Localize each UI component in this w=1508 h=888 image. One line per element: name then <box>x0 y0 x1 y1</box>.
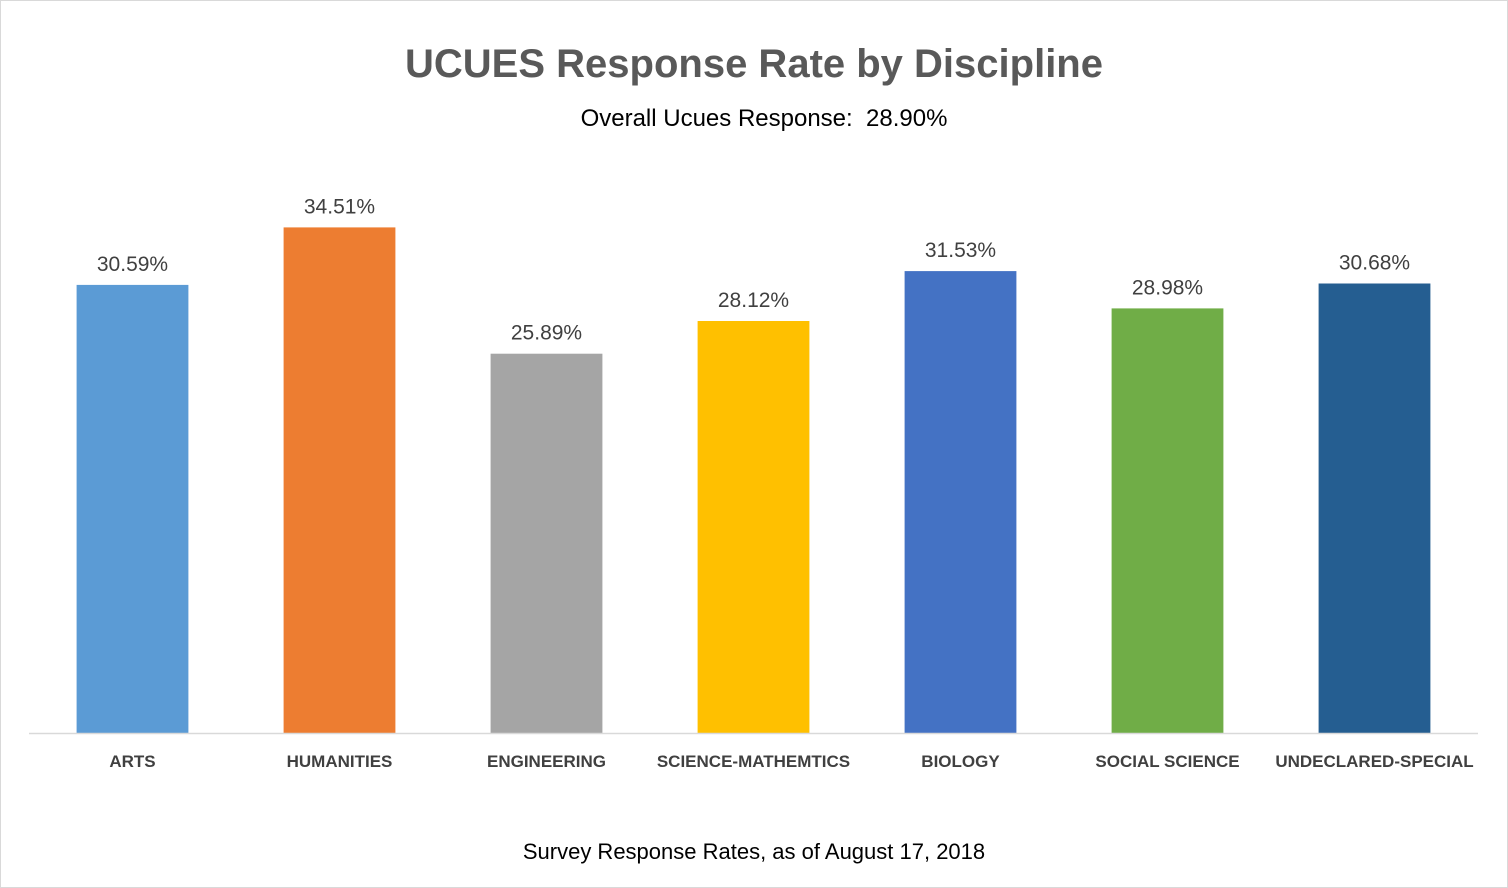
bar-undeclared-special <box>1318 283 1431 733</box>
x-tick-label: ENGINEERING <box>487 752 606 771</box>
bar-humanities <box>283 227 396 733</box>
bar-biology <box>904 271 1017 733</box>
x-tick-label: SCIENCE-MATHEMTICS <box>657 752 850 771</box>
data-label: 30.59% <box>97 253 168 276</box>
chart-subtitle: Overall Ucues Response: 28.90% <box>580 105 948 132</box>
data-label: 30.68% <box>1339 252 1410 275</box>
chart-caption: Survey Response Rates, as of August 17, … <box>522 839 986 864</box>
x-tick-label: UNDECLARED-SPECIAL <box>1275 752 1473 771</box>
chart-title: UCUES Response Rate by Discipline <box>405 42 1103 86</box>
bar-engineering <box>490 353 603 733</box>
x-tick-label: HUMANITIES <box>287 752 393 771</box>
data-label: 34.51% <box>304 195 375 218</box>
x-tick-label: BIOLOGY <box>921 752 1000 771</box>
data-label: 28.98% <box>1132 276 1203 299</box>
x-tick-label: SOCIAL SCIENCE <box>1095 752 1239 771</box>
x-tick-label: ARTS <box>109 752 155 771</box>
bar-social-science <box>1111 308 1224 733</box>
data-label: 25.89% <box>511 322 582 345</box>
bar-science-mathemtics <box>697 321 810 733</box>
data-label: 28.12% <box>718 289 789 312</box>
bar-arts <box>76 284 189 733</box>
data-label: 31.53% <box>925 239 996 262</box>
